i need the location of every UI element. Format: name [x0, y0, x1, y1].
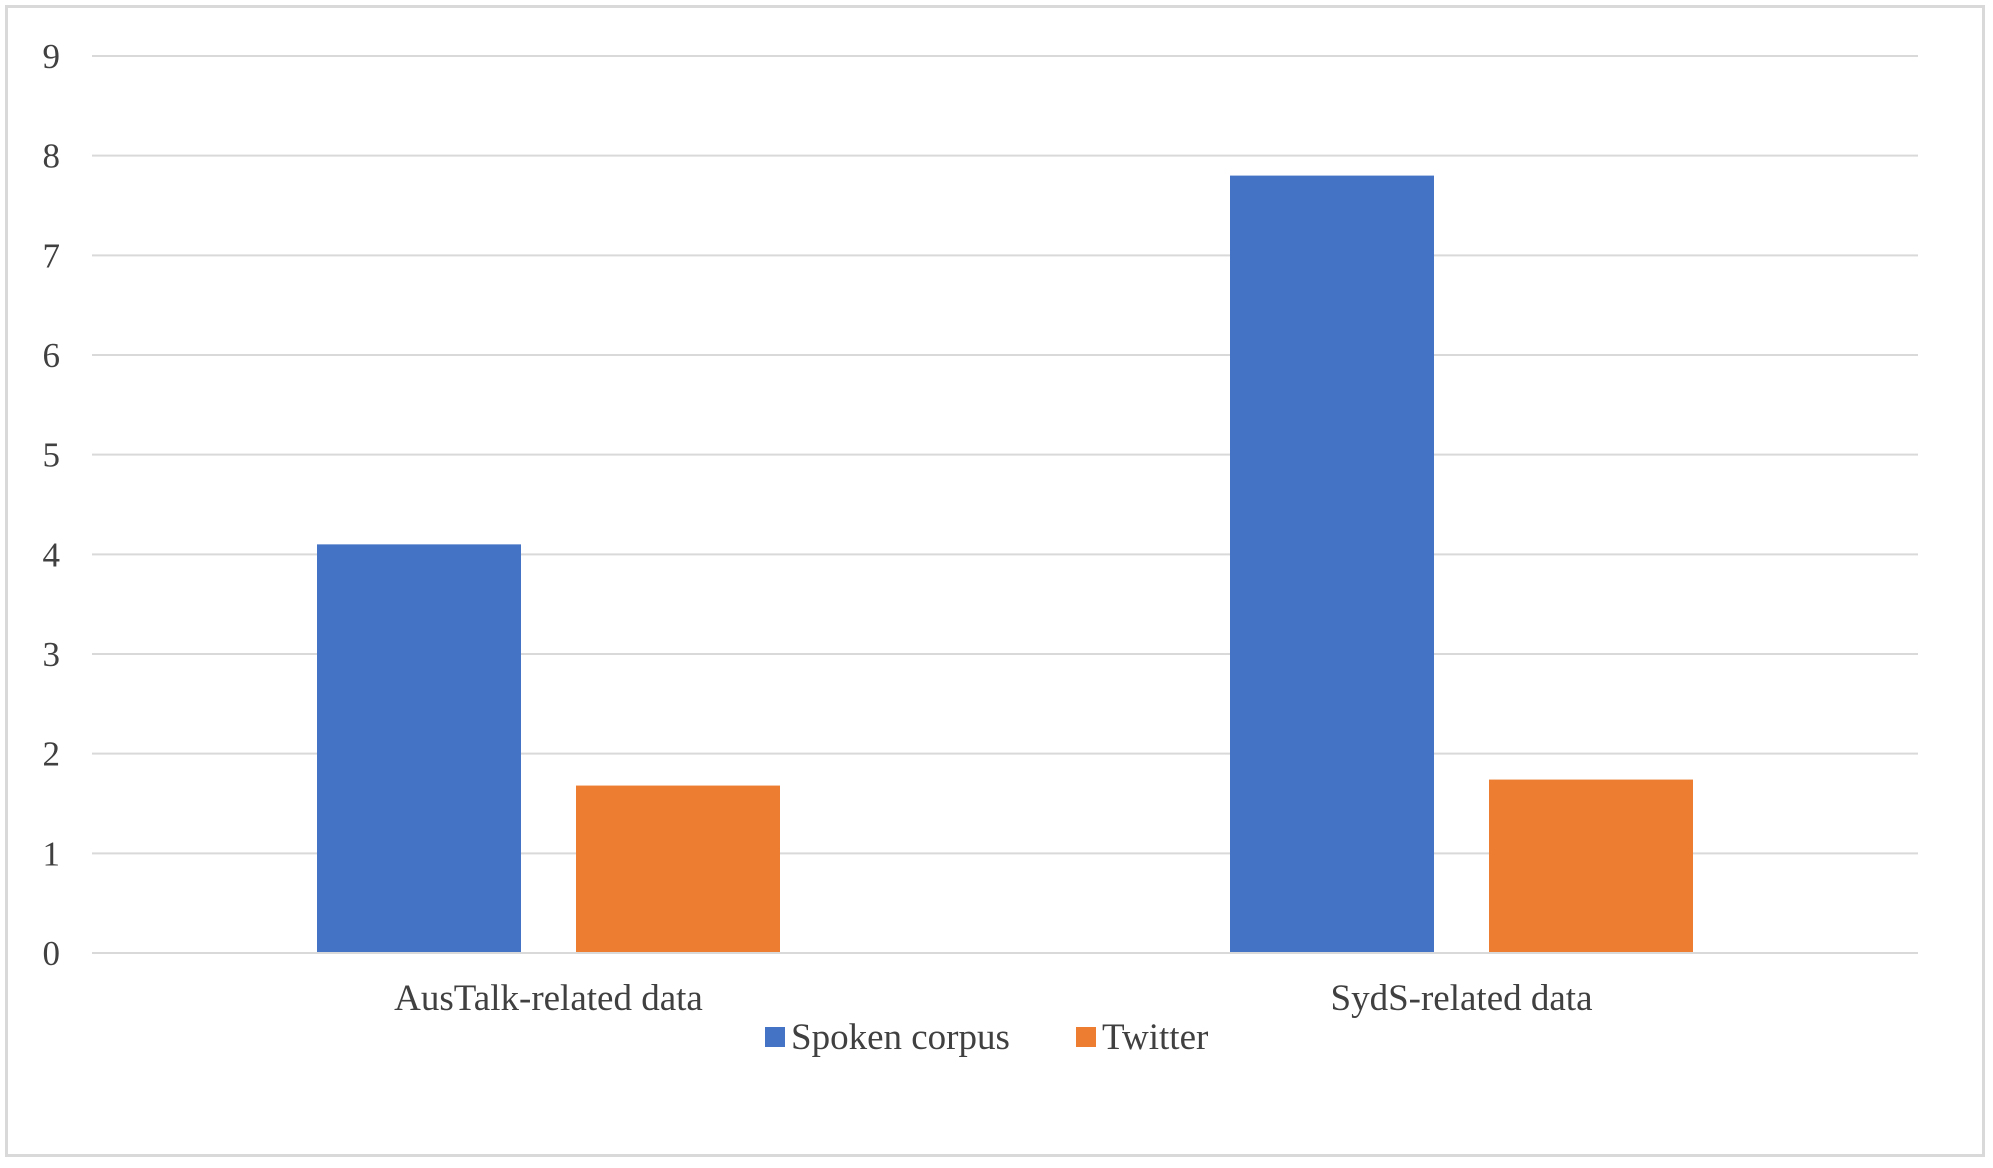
y-tick-label: 3 — [43, 635, 61, 674]
legend-label: Twitter — [1102, 1017, 1208, 1058]
y-tick-label: 4 — [43, 535, 61, 574]
y-tick-label: 5 — [43, 436, 61, 475]
y-tick-label: 9 — [43, 37, 61, 76]
bar-spoken-corpus — [317, 544, 521, 953]
y-tick-label: 0 — [43, 934, 61, 973]
y-axis-tick-labels: 0 1 2 3 4 5 6 7 8 9 — [43, 37, 61, 973]
category-label: SydS-related data — [1331, 978, 1593, 1019]
x-axis-category-labels: AusTalk-related data SydS-related data — [394, 978, 1592, 1019]
legend-swatch-twitter — [1076, 1027, 1096, 1047]
y-tick-label: 7 — [43, 236, 61, 275]
y-tick-label: 8 — [43, 137, 61, 176]
bar-spoken-corpus — [1230, 175, 1434, 954]
chart-area: 0 1 2 3 4 5 6 7 8 9 AusTalk-related data SydS-rela… — [5, 5, 1985, 1157]
y-tick-label: 1 — [43, 834, 61, 873]
legend: Spoken corpus Twitter — [765, 1017, 1208, 1058]
legend-swatch-spoken-corpus — [765, 1027, 785, 1047]
bar-twitter — [1489, 779, 1693, 953]
legend-label: Spoken corpus — [791, 1017, 1010, 1058]
category-label: AusTalk-related data — [394, 978, 703, 1019]
y-tick-label: 6 — [43, 336, 61, 375]
y-tick-label: 2 — [43, 735, 61, 774]
bar-chart: 0 1 2 3 4 5 6 7 8 9 AusTalk-related data SydS-rela… — [43, 37, 1918, 1058]
bar-twitter — [576, 785, 780, 953]
bars — [317, 175, 1693, 954]
